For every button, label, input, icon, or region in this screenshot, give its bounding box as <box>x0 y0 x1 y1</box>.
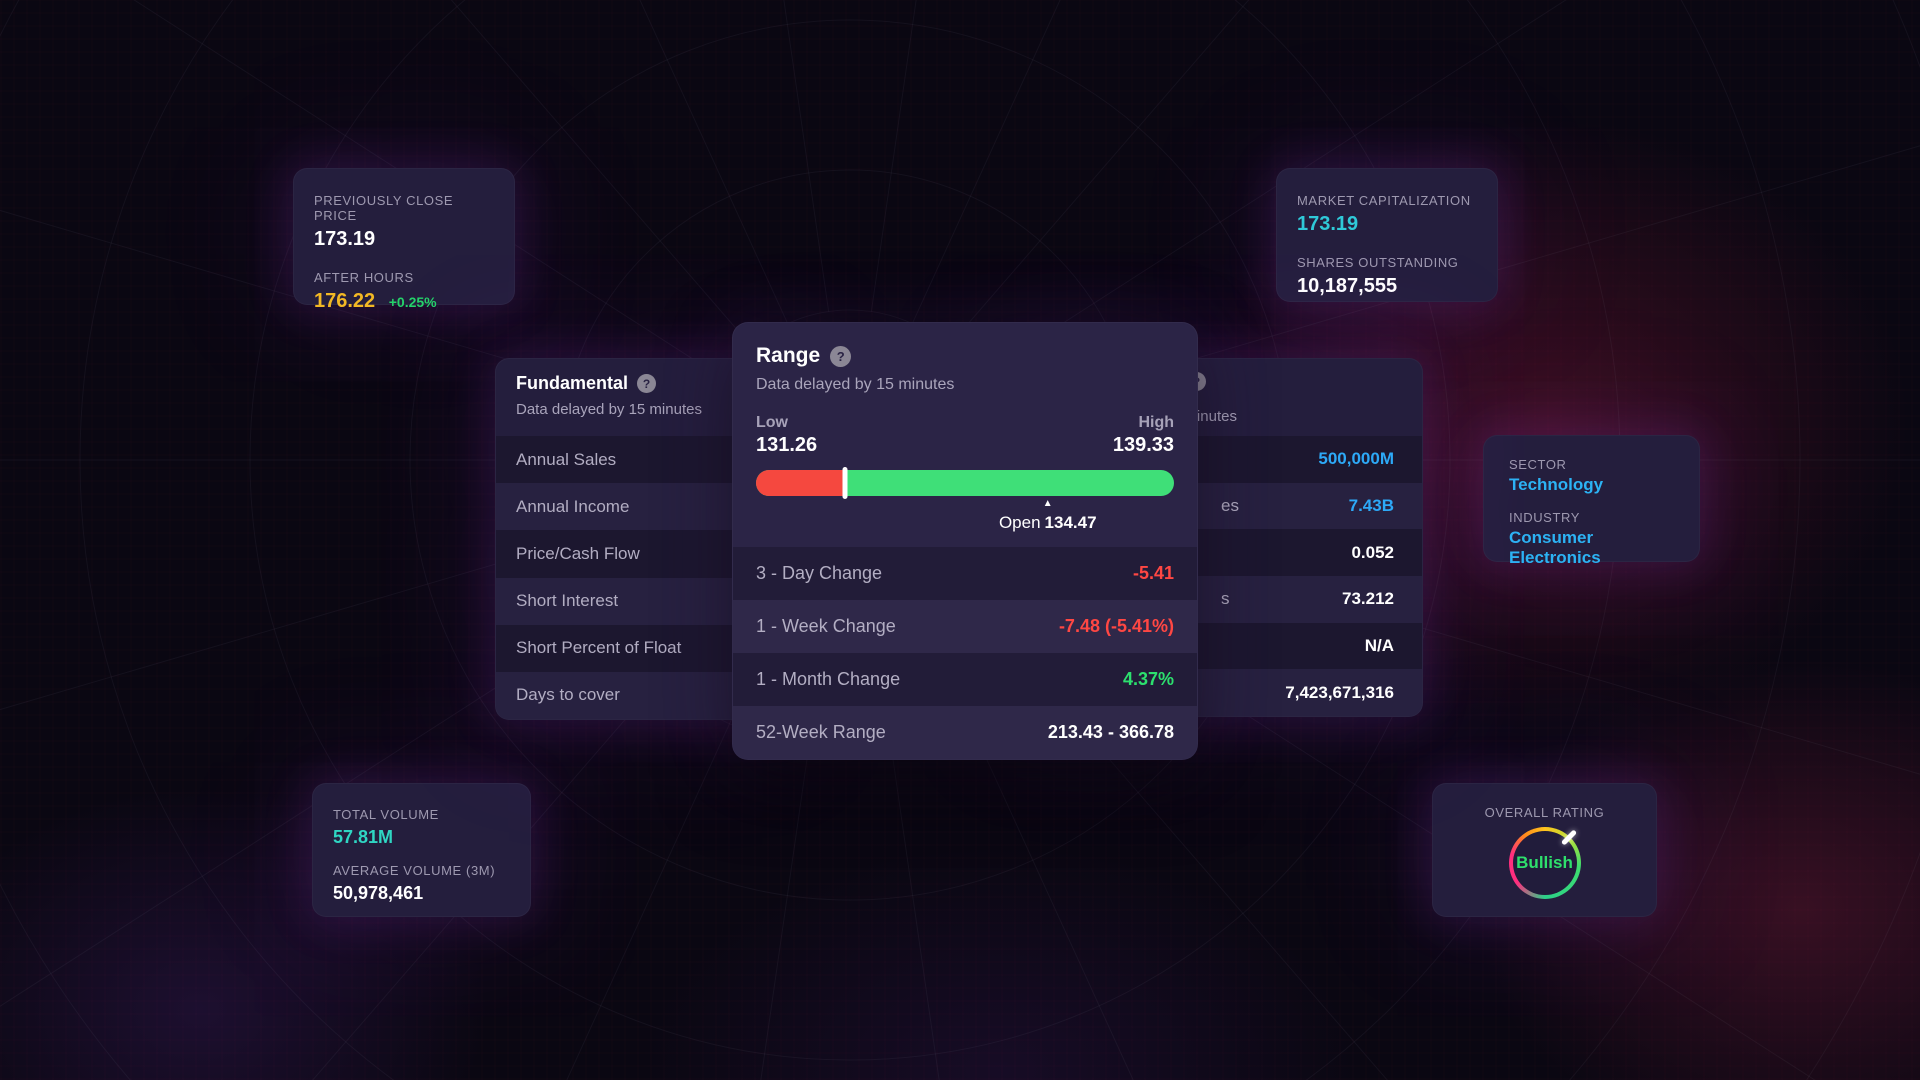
row-value: 7,423,671,316 <box>1285 682 1394 702</box>
table-row: 1 - Week Change -7.48 (-5.41%) <box>733 600 1197 653</box>
range-subtitle: Data delayed by 15 minutes <box>756 376 955 393</box>
range-card: Range ? Data delayed by 15 minutes Low H… <box>732 322 1198 760</box>
table-row: 52-Week Range 213.43 - 366.78 <box>733 706 1197 759</box>
fundamental-subtitle: Data delayed by 15 minutes <box>516 401 702 418</box>
low-label: Low <box>756 414 788 431</box>
range-slider-handle[interactable] <box>842 467 848 499</box>
overall-rating-label: OVERALL RATING <box>1484 805 1605 820</box>
after-hours-change: +0.25% <box>388 294 437 310</box>
average-volume-value: 50,978,461 <box>333 883 424 903</box>
rating-gauge: Bullish <box>1508 827 1581 899</box>
sector-label: SECTOR <box>1509 457 1567 472</box>
row-label-fragment: s <box>1221 589 1230 609</box>
table-row: s 73.212 <box>1001 576 1422 623</box>
info-icon[interactable]: ? <box>830 345 852 367</box>
open-label: Open <box>998 513 1041 532</box>
open-value: 134.47 <box>1044 513 1097 532</box>
previous-close-card: PREVIOUSLY CLOSE PRICE 173.19 AFTER HOUR… <box>293 168 515 312</box>
rating-value: Bullish <box>1516 853 1573 872</box>
market-cap-label: MARKET CAPITALIZATION <box>1297 193 1471 208</box>
shares-outstanding-label: SHARES OUTSTANDING <box>1297 255 1459 270</box>
previous-close-value: 173.19 <box>314 228 376 250</box>
row-value: 73.212 <box>1342 589 1394 609</box>
average-volume-label: AVERAGE VOLUME (3M) <box>333 863 496 878</box>
low-high-labels: Low High <box>733 394 1197 432</box>
high-label: High <box>1138 414 1174 431</box>
row-label-fragment: es <box>1221 496 1239 515</box>
info-icon[interactable]: ? <box>637 374 657 393</box>
fundamental-header: Fundamental ? Data delayed by 15 minutes <box>496 359 794 436</box>
overall-rating-card: OVERALL RATING Bullish <box>1432 783 1657 917</box>
row-label: 3 - Day Change <box>756 563 883 583</box>
row-label: 52-Week Range <box>756 722 886 742</box>
after-hours-value-row: 176.22 +0.25% <box>314 290 494 313</box>
row-label: 1 - Month Change <box>756 669 901 689</box>
industry-value: Consumer Electronics <box>1509 528 1601 567</box>
row-value: -7.48 (-5.41%) <box>1058 616 1174 636</box>
table-row: es 7.43B <box>1001 483 1422 530</box>
total-volume-label: TOTAL VOLUME <box>333 807 439 822</box>
row-value: 500,000M <box>1318 449 1394 469</box>
row-label: Short Percent of Float <box>516 638 682 658</box>
table-row: Short Interest <box>496 578 794 625</box>
row-label: Annual Income <box>516 496 630 516</box>
row-value: -5.41 <box>1132 563 1174 583</box>
low-value: 131.26 <box>756 434 818 456</box>
low-high-values: 131.26 139.33 <box>733 432 1197 457</box>
open-marker-icon: ▲ <box>1042 498 1053 509</box>
row-value: 7.43B <box>1348 496 1394 515</box>
row-label: Days to cover <box>516 685 620 705</box>
sector-card: SECTOR Technology INDUSTRY Consumer Elec… <box>1483 435 1700 567</box>
fundamental-title-row: Fundamental ? <box>516 373 774 394</box>
row-label: 1 - Week Change <box>756 616 896 636</box>
after-hours-label: AFTER HOURS <box>314 270 414 285</box>
industry-label: INDUSTRY <box>1509 510 1581 525</box>
after-hours-value: 176.22 <box>314 290 376 312</box>
row-value: 213.43 - 366.78 <box>1047 722 1174 742</box>
table-row: Days to cover <box>496 672 794 719</box>
table-row: 1 - Month Change 4.37% <box>733 653 1197 706</box>
row-label: Short Interest <box>516 591 619 611</box>
table-row: Annual Income <box>496 483 794 530</box>
previous-close-label: PREVIOUSLY CLOSE PRICE <box>314 193 454 223</box>
range-slider-red-segment <box>756 470 846 496</box>
sector-value: Technology <box>1509 475 1604 494</box>
volume-card: TOTAL VOLUME 57.81M AVERAGE VOLUME (3M) … <box>312 783 531 917</box>
row-value: 4.37% <box>1122 669 1174 689</box>
fundamental-title: Fundamental <box>516 373 629 393</box>
row-label: Annual Sales <box>516 449 617 469</box>
market-cap-value: 173.19 <box>1297 213 1359 235</box>
shares-outstanding-value: 10,187,555 <box>1297 275 1398 297</box>
row-value: N/A <box>1364 636 1394 656</box>
range-title-row: Range ? <box>756 344 1174 368</box>
range-slider <box>756 467 1174 499</box>
open-marker-zone: ▲ Open 134.47 <box>756 496 1174 552</box>
table-row: 7,423,671,316 <box>1001 669 1422 716</box>
row-label: Price/Cash Flow <box>516 543 640 563</box>
high-value: 139.33 <box>1112 434 1174 456</box>
range-title: Range <box>756 344 821 367</box>
open-value-text: Open 134.47 <box>999 513 1097 533</box>
range-header: Range ? Data delayed by 15 minutes <box>733 323 1197 394</box>
table-row: 3 - Day Change -5.41 <box>733 547 1197 600</box>
range-rows: 3 - Day Change -5.41 1 - Week Change -7.… <box>733 547 1197 759</box>
market-cap-card: MARKET CAPITALIZATION 173.19 SHARES OUTS… <box>1276 168 1498 302</box>
row-value: 0.052 <box>1351 542 1394 562</box>
total-volume-value: 57.81M <box>333 827 394 847</box>
